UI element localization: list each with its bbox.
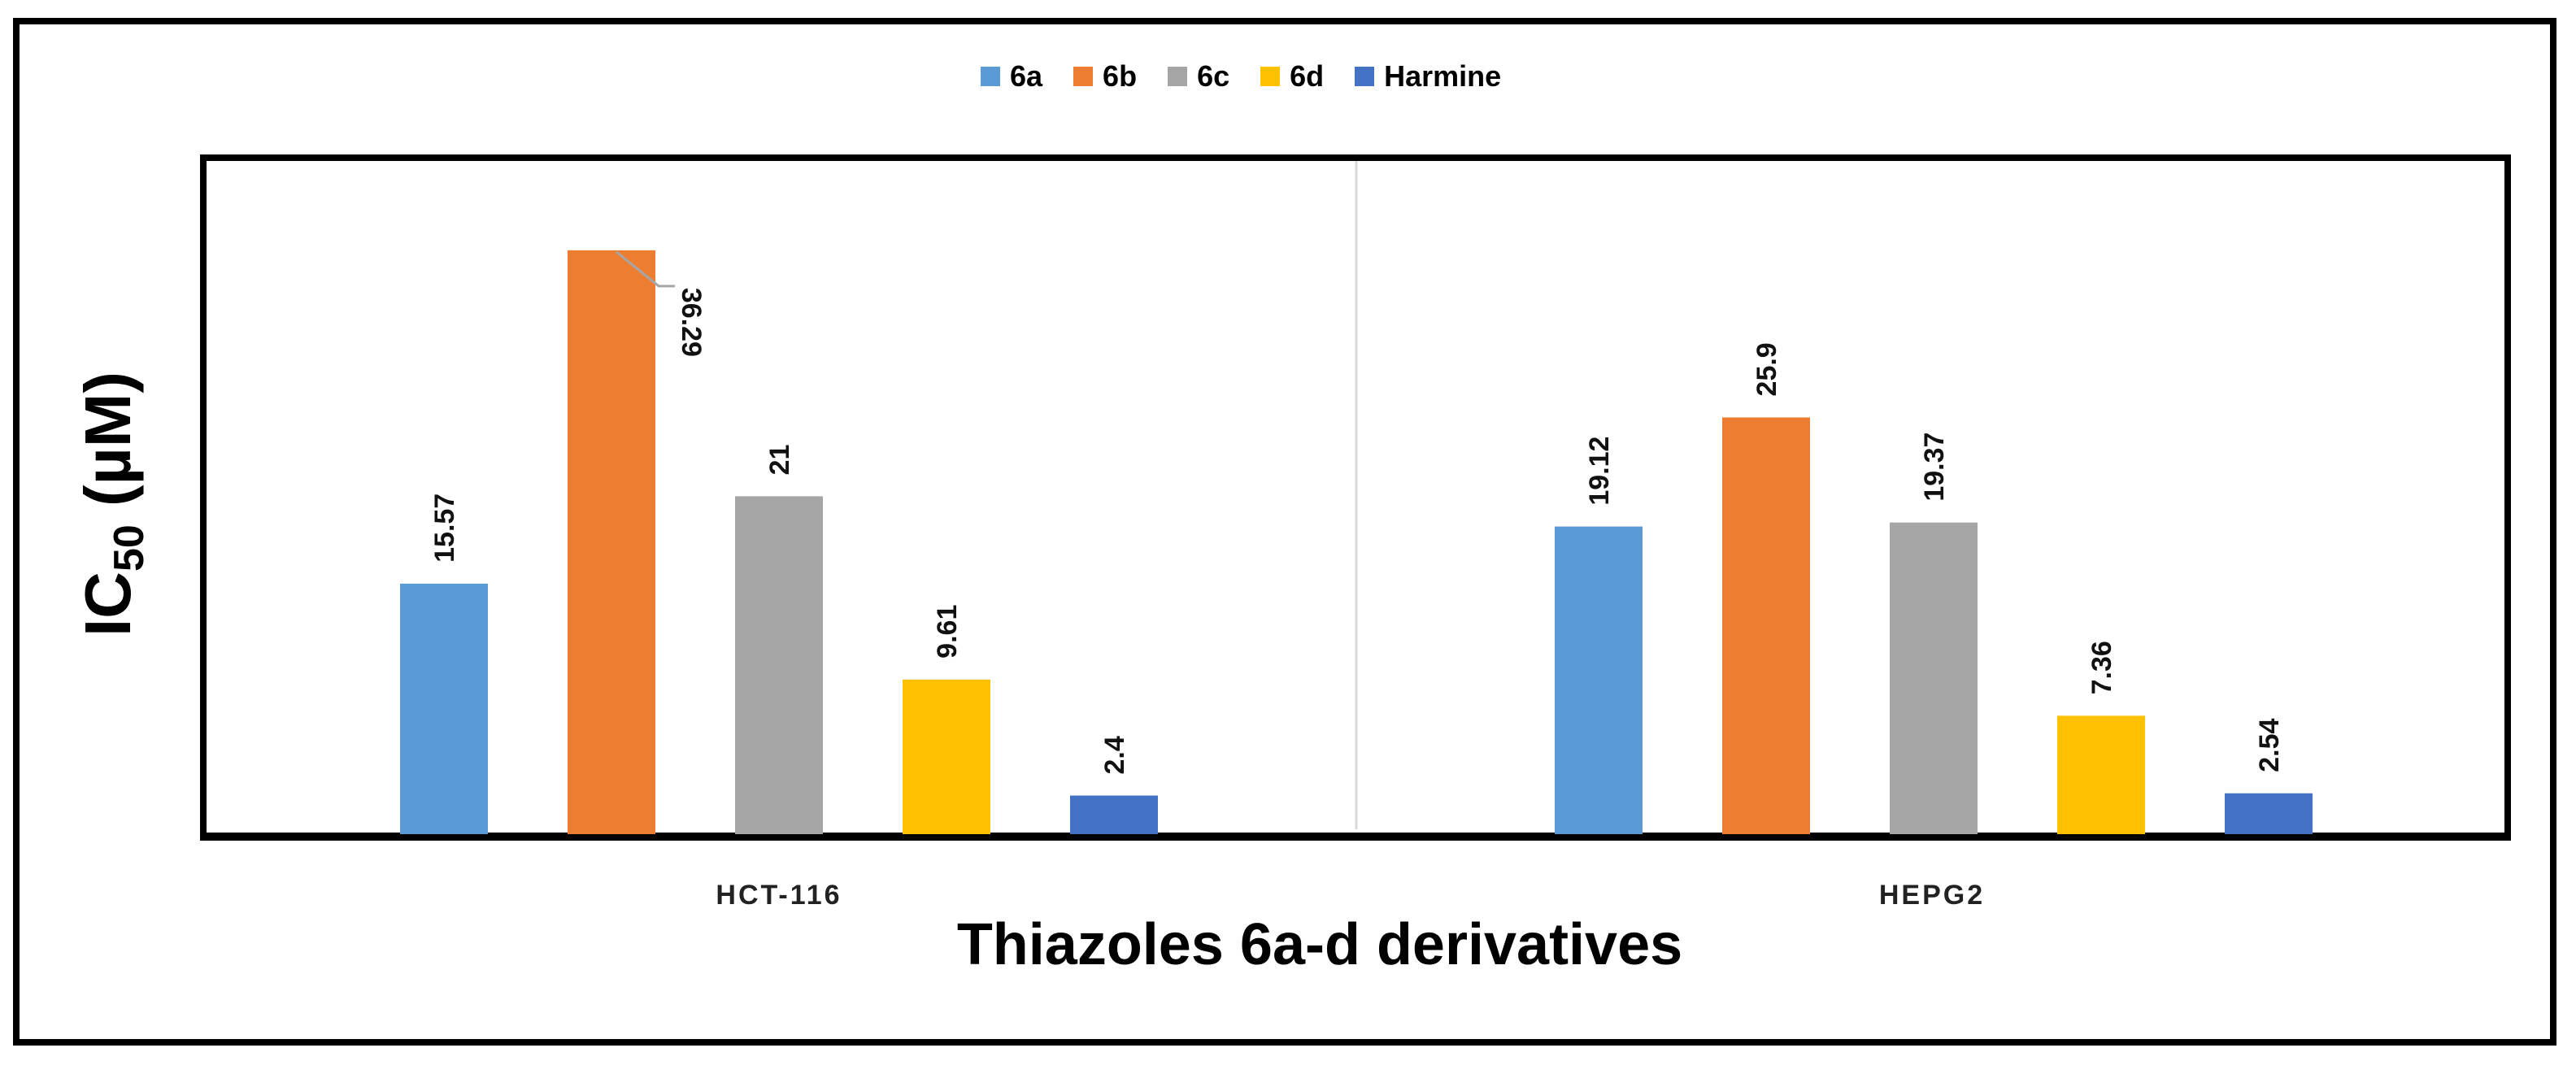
legend-swatch	[1168, 67, 1188, 86]
y-axis-title-subscript: 50	[106, 524, 153, 572]
legend-label: 6c	[1197, 59, 1230, 93]
data-labels-group: 15.57 36.29 21 9.61 2.4 19.12 25.9 19.37 7.36 2.5…	[429, 250, 2285, 775]
x-axis-title: Thiazoles 6a-d derivatives	[957, 912, 1682, 977]
data-label: 19.12	[1584, 437, 1615, 506]
legend-swatch	[1260, 67, 1281, 86]
legend-item-6c: 6c	[1168, 59, 1229, 93]
data-label: 36.29	[676, 288, 707, 357]
bar-hct-116-6a	[400, 583, 488, 834]
data-label: 2.4	[1099, 736, 1130, 774]
legend: 6a 6b 6c 6d Harmine	[981, 59, 1532, 94]
legend-label: 6b	[1103, 59, 1138, 93]
data-label-leader-line	[616, 250, 675, 288]
x-tick-labels: HCT-116 HEPG2	[716, 880, 1985, 911]
figure-frame	[13, 18, 2556, 1046]
data-label: 25.9	[1751, 342, 1782, 396]
bar-hepg2-harmine	[2225, 793, 2313, 834]
y-axis-title: IC50 (µM)	[72, 372, 153, 637]
legend-label: 6a	[1010, 59, 1043, 93]
data-label: 15.57	[429, 494, 460, 563]
bar-hepg2-6c	[1890, 522, 1978, 834]
legend-item-6d: 6d	[1260, 59, 1324, 93]
bar-hct-116-harmine	[1070, 795, 1158, 834]
legend-label: Harmine	[1384, 59, 1502, 93]
data-label: 21	[764, 445, 795, 476]
y-axis-title-unit: (µM)	[72, 372, 144, 524]
bars-group	[400, 250, 2313, 835]
bar-hepg2-6a	[1555, 526, 1643, 834]
legend-label: 6d	[1290, 59, 1325, 93]
data-label: 7.36	[2086, 641, 2117, 694]
bar-hepg2-6b	[1722, 417, 1810, 834]
legend-item-6a: 6a	[981, 59, 1042, 93]
bar-hct-116-6b	[568, 250, 655, 835]
legend-swatch	[981, 67, 1000, 86]
bar-hepg2-6d	[2057, 715, 2145, 834]
legend-swatch	[1073, 67, 1094, 86]
data-label: 19.37	[1919, 433, 1950, 502]
legend-item-6b: 6b	[1073, 59, 1137, 93]
data-label: 9.61	[932, 605, 963, 659]
y-axis-title-main: IC	[72, 572, 144, 637]
x-tick-label-hct-116: HCT-116	[716, 880, 842, 911]
legend-item-harmine: Harmine	[1355, 59, 1501, 93]
data-label: 2.54	[2254, 718, 2285, 772]
bar-hct-116-6c	[735, 496, 823, 834]
legend-swatch	[1355, 67, 1375, 86]
plot-area-frame	[200, 154, 2511, 841]
bar-hct-116-6d	[903, 679, 990, 834]
x-tick-label-hepg2: HEPG2	[1879, 880, 1985, 911]
